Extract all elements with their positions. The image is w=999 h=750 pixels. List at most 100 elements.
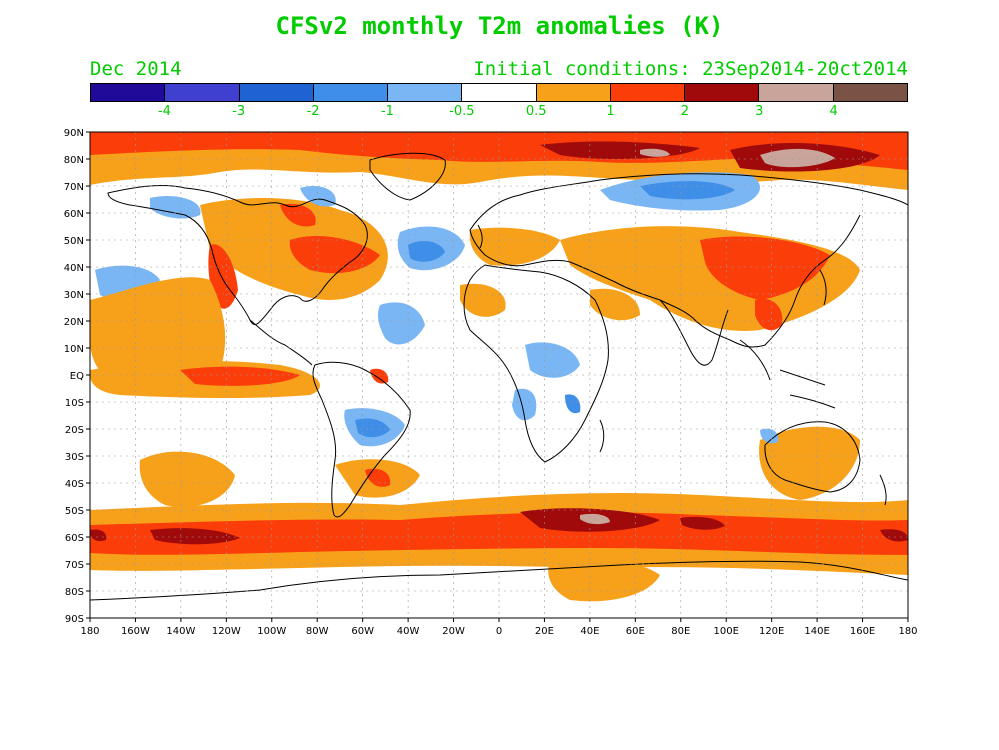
legend-label: -2 [306,104,320,119]
lon-label: 140W [166,626,195,637]
europe-warm [469,227,560,266]
legend-swatch [759,84,834,101]
africa-cold-2 [512,388,537,421]
coast-southeast-asia [739,339,836,409]
mideast-warm [590,288,640,321]
lat-label: 80S [65,587,84,598]
coast-madagascar [599,419,605,453]
west-coast-red [208,244,238,309]
lon-label: 100E [714,626,739,637]
arctic-brown [760,148,835,168]
coastlines [90,152,908,601]
lat-label: 30N [64,290,84,301]
south-america-cold-core [355,418,390,438]
legend-label: -0.5 [449,104,475,119]
lon-label: 0 [496,626,502,637]
axis-ticks [86,131,909,622]
tropical-pacific-red [180,366,300,386]
legend-swatch [536,84,611,101]
labrador-red [280,203,316,227]
anomaly-shading [90,132,908,602]
coast-north-america [107,185,368,325]
south-pacific-warm [139,451,235,507]
lon-label: 140E [804,626,829,637]
coast-australia [764,421,861,493]
legend-label: 4 [829,104,838,119]
lat-label: 60N [64,209,84,220]
lon-label: 180 [898,626,917,637]
lat-label: 50S [65,506,84,517]
lon-label: 60E [626,626,645,637]
legend-label: -1 [380,104,394,119]
coast-antarctica [90,560,908,601]
legend-swatch [388,84,463,101]
africa-cold [525,342,580,378]
legend-swatch [685,84,760,101]
legend-swatch [462,84,537,101]
legend-label: 1 [606,104,615,119]
lat-label: 10N [64,344,84,355]
lat-label: 40S [65,479,84,490]
lat-label: 80N [64,155,84,166]
southern-ocean-darkred-5 [90,529,107,542]
east-us-red [289,235,380,274]
lon-label: 100W [257,626,286,637]
legend-label: -3 [232,104,246,119]
lon-label: 40E [580,626,599,637]
longitude-labels: 180 160W 140W 120W 100W 80W 60W 40W 20W 0 20E 40E 60… [80,626,917,637]
australia-cold [760,428,779,444]
lon-label: 160E [850,626,875,637]
initial-conditions: Initial conditions: 23Sep2014-20ct2014 [473,58,908,80]
legend-swatch [91,84,166,101]
lon-label: 80W [306,626,329,637]
coast-japan [819,269,827,306]
lon-label: 120E [759,626,784,637]
coast-india [659,299,729,366]
color-legend [90,83,908,102]
lat-label: 90S [65,614,84,625]
lon-label: 20E [535,626,554,637]
canada-cold [300,185,336,207]
lat-label: 50N [64,236,84,247]
arctic-brown-2 [640,148,670,157]
legend-label: -4 [157,104,171,119]
australia-warm [759,426,860,500]
latitude-labels: 90N 80N 70N 60N 50N 40N 30N 20N 10N EQ 10S 20S 30S 40… [64,128,84,625]
asia-red [700,236,830,300]
legend-swatch [313,84,389,101]
lat-label: 70N [64,182,84,193]
legend-label: 0.5 [525,104,547,119]
lat-label: 10S [65,398,84,409]
graticule [90,132,908,618]
south-atlantic-red [365,468,391,487]
subtrop-atlantic-cold [377,302,425,345]
lat-label: 20S [65,425,84,436]
southern-ocean-brown [580,513,610,525]
legend-label: 3 [755,104,764,119]
atlantic-cold-core [408,240,445,262]
coast-new-zealand [879,474,887,506]
coast-uk [477,224,483,249]
lon-label: 20W [442,626,465,637]
southern-ocean-darkred-2 [150,528,240,545]
coast-africa [463,264,609,463]
lat-label: 40N [64,263,84,274]
coast-south-america [312,361,411,518]
lon-label: 180 [80,626,99,637]
map-title: CFSv2 monthly T2m anomalies (K) [275,12,724,40]
lon-label: 60W [351,626,374,637]
coast-eurasia [469,173,908,348]
lat-label: 90N [64,128,84,139]
lat-label: 60S [65,533,84,544]
coast-central-america [249,319,313,366]
southern-ocean-darkred-4 [880,529,908,542]
lon-label: 80E [671,626,690,637]
amazon-red [370,368,389,384]
legend-swatch [833,84,907,101]
legend-swatch [239,84,314,101]
legend-swatch [165,84,240,101]
legend-label: 2 [680,104,690,119]
antarctica-warm [548,558,660,602]
lat-label: 20N [64,317,84,328]
